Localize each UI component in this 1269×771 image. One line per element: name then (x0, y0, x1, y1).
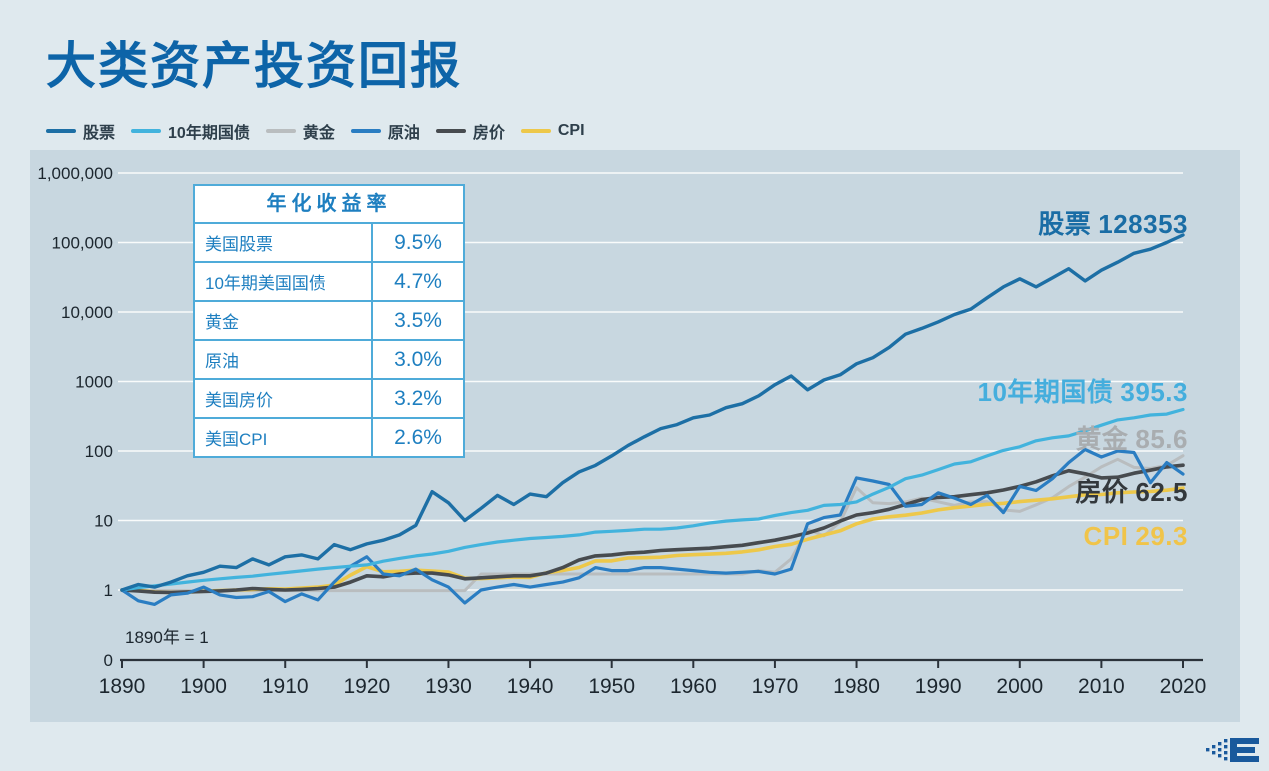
series-end-label-gold: 黄金 85.6 (1075, 424, 1188, 454)
legend-label: 10年期国债 (168, 125, 250, 142)
legend-item-gold: 黄金 (265, 119, 335, 143)
oil-line-swatch (350, 129, 381, 133)
y-tick-label: 1000 (75, 373, 113, 392)
stocks-line-swatch (46, 129, 76, 133)
legend-item-cpi: CPI (520, 122, 585, 140)
series-line-treasury10y (120, 407, 1185, 592)
row-value: 2.6% (371, 419, 463, 456)
y-tick-label: 100,000 (52, 234, 113, 253)
row-label: 10年期美国国债 (205, 274, 326, 293)
chart-legend: 股票 10年期国债 黄金 原油 房价 CPI (46, 119, 585, 143)
table-row: 美国CPI 2.6% (195, 419, 463, 456)
series-end-label-cpi: CPI 29.3 (1083, 521, 1188, 551)
row-value: 4.7% (371, 263, 463, 300)
row-label: 美国房价 (205, 391, 273, 410)
legend-item-treasury: 10年期国债 (131, 119, 250, 143)
x-tick-label: 2010 (1078, 675, 1125, 698)
legend-item-stocks: 股票 (46, 119, 115, 143)
legend-label: 黄金 (302, 125, 335, 142)
table-row: 美国股票 9.5% (195, 224, 463, 263)
table-title: 年化收益率 (195, 186, 463, 224)
series-line-gold (120, 454, 1185, 593)
table-row: 美国房价 3.2% (195, 380, 463, 419)
annual-return-table: 年化收益率 美国股票 9.5% 10年期美国国债 4.7% 黄金 3.5% 原油… (193, 184, 465, 458)
series-end-label-stocks: 股票 128353 (1038, 209, 1188, 239)
y-tick-label-zero: 0 (104, 651, 113, 670)
baseline-note: 1890年 = 1 (125, 628, 209, 647)
legend-label: CPI (557, 122, 585, 139)
x-tick-label: 1970 (752, 675, 799, 698)
y-tick-label: 1 (104, 581, 113, 600)
series-line-cpi (120, 486, 1185, 595)
legend-label: 房价 (472, 125, 505, 142)
x-tick-label: 1980 (833, 675, 880, 698)
gold-line-swatch (265, 129, 296, 133)
legend-item-oil: 原油 (350, 119, 420, 143)
table-row: 黄金 3.5% (195, 302, 463, 341)
x-tick-label: 1900 (180, 675, 227, 698)
x-tick-label: 1950 (588, 675, 635, 698)
x-tick-label: 1920 (343, 675, 390, 698)
cpi-line-swatch (520, 129, 551, 133)
row-label: 美国CPI (205, 430, 268, 449)
x-tick-label: 2000 (996, 675, 1043, 698)
table-row: 10年期美国国债 4.7% (195, 263, 463, 302)
row-value: 9.5% (371, 224, 463, 261)
legend-item-house: 房价 (435, 119, 505, 143)
y-tick-label: 100 (85, 442, 113, 461)
series-line-house_price (120, 463, 1185, 595)
table-row: 原油 3.0% (195, 341, 463, 380)
chart-panel: 1,000,000 100,000 10,000 1000 100 10 1 0 1890 190… (30, 150, 1240, 722)
treasury-line-swatch (131, 129, 162, 133)
y-tick-label: 10,000 (61, 303, 113, 322)
series-line-oil (120, 447, 1185, 606)
legend-label: 原油 (387, 125, 420, 142)
x-tick-label: 2020 (1160, 675, 1207, 698)
row-label: 黄金 (205, 313, 239, 332)
row-value: 3.2% (371, 380, 463, 417)
publisher-logo-icon (1206, 738, 1259, 762)
series-end-label-treasury: 10年期国债 395.3 (977, 377, 1188, 407)
house-line-swatch (435, 129, 466, 133)
x-tick-label: 1990 (915, 675, 962, 698)
x-tick-label: 1930 (425, 675, 472, 698)
series-line-stocks (120, 233, 1185, 592)
row-value: 3.5% (371, 302, 463, 339)
row-value: 3.0% (371, 341, 463, 378)
x-tick-label: 1910 (262, 675, 309, 698)
y-tick-label: 10 (94, 512, 113, 531)
row-label: 美国股票 (205, 235, 273, 254)
x-tick-label: 1960 (670, 675, 717, 698)
x-tick-label: 1890 (99, 675, 146, 698)
page-title: 大类资产投资回报 (46, 38, 462, 94)
legend-label: 股票 (83, 125, 116, 142)
x-tick-label: 1940 (507, 675, 554, 698)
y-tick-label: 1,000,000 (37, 164, 113, 183)
row-label: 原油 (205, 352, 239, 371)
series-end-label-house: 房价 62.5 (1075, 477, 1188, 507)
